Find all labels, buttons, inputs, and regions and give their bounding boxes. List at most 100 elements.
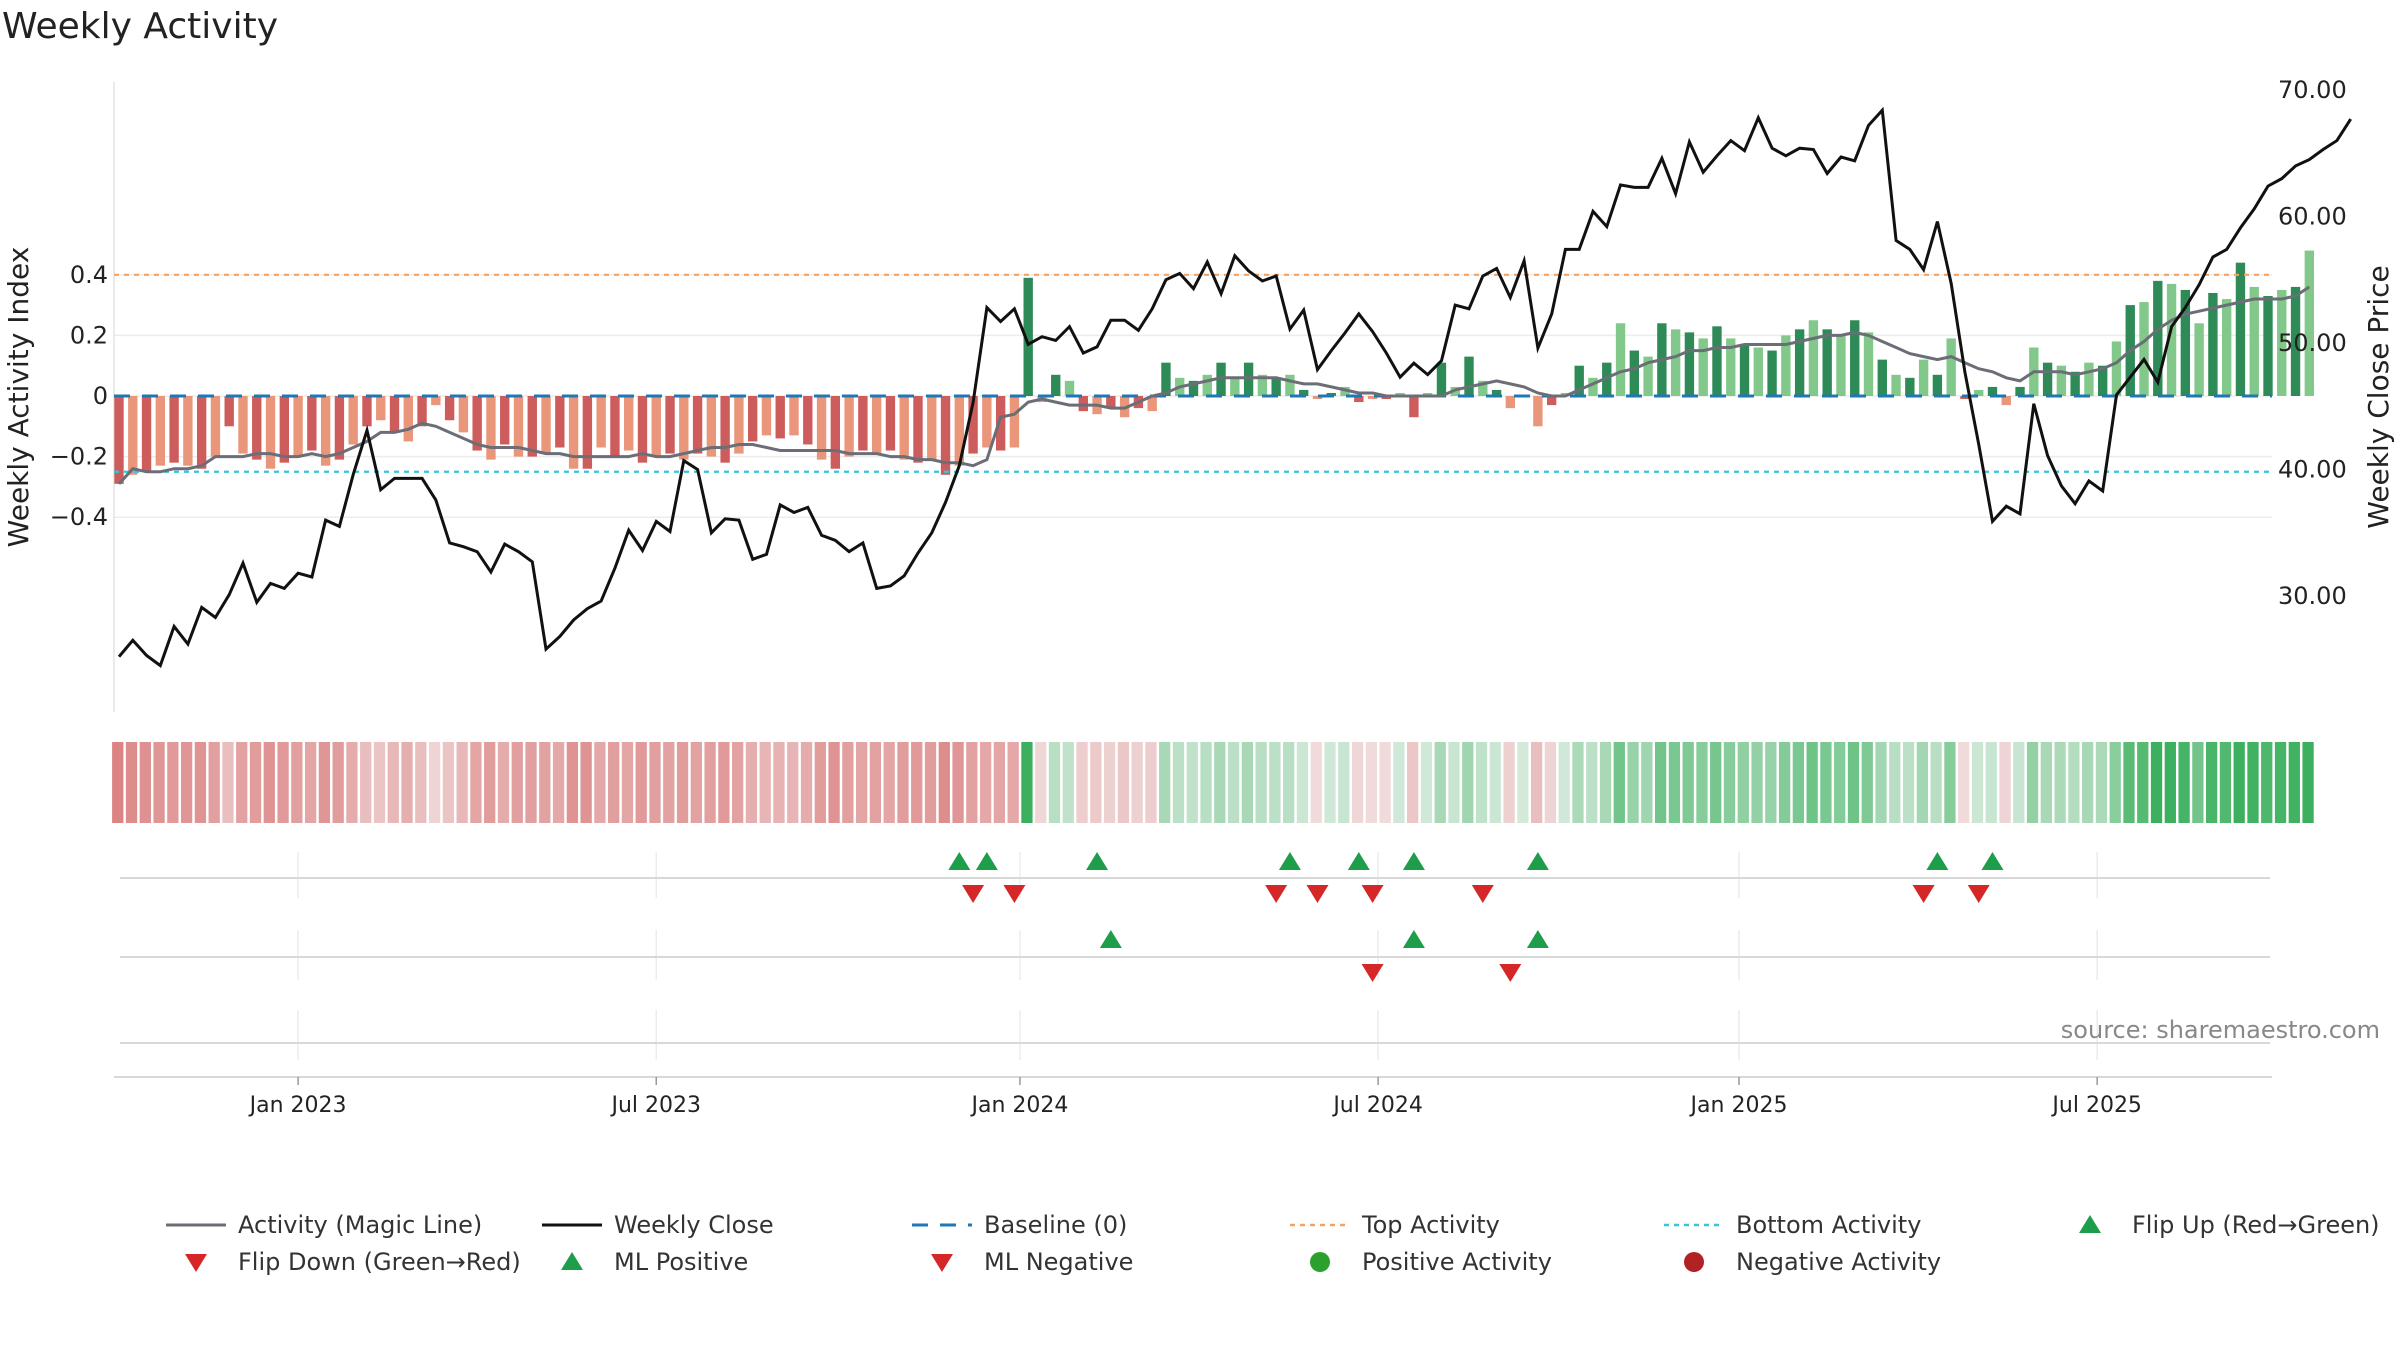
heat-cell <box>1462 742 1474 823</box>
heat-cell <box>2137 742 2149 823</box>
heat-cell <box>1379 742 1391 823</box>
heat-cell <box>1999 742 2011 823</box>
heat-cell <box>153 742 165 823</box>
activity-bar <box>486 396 496 460</box>
activity-bar <box>2290 286 2301 396</box>
activity-bar <box>1974 389 1984 396</box>
flip-up-marker <box>1402 852 1425 870</box>
activity-bar <box>1877 359 1887 396</box>
flip-down-marker <box>1265 885 1288 903</box>
heat-cell <box>1544 742 1557 823</box>
ml-negative-marker <box>1499 964 1522 982</box>
heat-cell <box>828 742 840 823</box>
heat-cell <box>291 742 303 823</box>
heat-cell <box>635 742 647 823</box>
activity-bar <box>2194 323 2204 396</box>
activity-bar <box>665 396 675 454</box>
flip-up-marker <box>975 852 998 870</box>
activity-bar <box>1299 389 1309 396</box>
heat-cell <box>525 742 537 823</box>
activity-bar <box>913 396 923 463</box>
activity-bar <box>114 396 124 484</box>
activity-bar <box>954 396 964 466</box>
heat-cell <box>1613 742 1625 823</box>
heat-cell <box>1889 742 1901 823</box>
heat-cell <box>855 742 868 823</box>
activity-bar <box>1106 396 1116 409</box>
heat-cell <box>332 742 344 823</box>
y2-axis-label: Weekly Close Price <box>2362 265 2395 528</box>
activity-bar <box>1588 377 1598 396</box>
heat-cell <box>552 742 565 823</box>
activity-bar <box>1574 365 1584 396</box>
flip-up-marker <box>1347 852 1370 870</box>
heat-cell <box>1489 742 1501 823</box>
heat-cell <box>1792 742 1805 823</box>
activity-bar <box>1257 374 1268 396</box>
flip-up-marker <box>1278 852 1301 870</box>
heat-cell <box>1847 742 1860 823</box>
heat-cell <box>1310 742 1322 823</box>
activity-bar <box>844 396 854 457</box>
x-tick-label: Jan 2025 <box>1689 1093 1788 1118</box>
activity-bar <box>2098 365 2108 396</box>
activity-bar <box>1753 347 1763 396</box>
y2-tick-label: 40.00 <box>2278 456 2347 484</box>
heat-cell <box>2068 742 2080 823</box>
activity-bar <box>692 396 703 454</box>
activity-bar <box>513 396 524 457</box>
heat-cell <box>1200 742 1212 823</box>
activity-bar <box>1987 386 1998 396</box>
heat-cell <box>1723 742 1736 823</box>
heat-cell <box>387 742 399 823</box>
activity-bar <box>472 396 482 451</box>
heat-cell <box>2274 742 2287 823</box>
activity-bar <box>362 396 372 427</box>
heat-cell <box>1682 742 1694 823</box>
activity-bar <box>1932 374 1943 396</box>
heat-cell <box>277 742 289 823</box>
heat-cell <box>2013 742 2025 823</box>
legend-swatch-ml-positive <box>561 1252 583 1270</box>
activity-bar <box>1147 396 1157 412</box>
heat-cell <box>1627 742 1639 823</box>
activity-heat-strip <box>112 742 2314 823</box>
heat-cell <box>608 742 620 823</box>
legend-label: Bottom Activity <box>1736 1211 1921 1239</box>
heat-cell <box>1393 742 1405 823</box>
heat-cell <box>415 742 427 823</box>
activity-bar <box>1381 396 1392 400</box>
ml-positive-marker <box>1402 930 1425 948</box>
activity-bar <box>348 396 358 445</box>
activity-bar <box>1822 329 1832 396</box>
activity-bar <box>2042 362 2053 396</box>
heat-cell <box>800 742 813 823</box>
heat-cell <box>897 742 909 823</box>
y-axis-label: Weekly Activity Index <box>2 247 35 548</box>
activity-bar <box>1533 396 1543 427</box>
heat-cell <box>1971 742 1984 823</box>
heat-cell <box>456 742 468 823</box>
activity-bar <box>1698 338 1708 396</box>
chart-title: Weekly Activity <box>2 6 278 47</box>
legend-label: Negative Activity <box>1736 1248 1941 1276</box>
activity-bar <box>1064 380 1075 396</box>
activity-bar <box>1367 396 1378 400</box>
ml-positive-marker <box>1526 930 1549 948</box>
heat-cell <box>360 742 372 823</box>
heat-cell <box>346 742 358 823</box>
activity-bar <box>982 396 992 448</box>
heat-cell <box>1641 742 1653 823</box>
legend-label: Top Activity <box>1361 1211 1500 1239</box>
heat-cell <box>2164 742 2176 823</box>
flip-down-marker <box>1003 885 1026 903</box>
ml-negative-marker <box>1361 964 1384 982</box>
ml-positive-marker <box>1099 930 1122 948</box>
activity-bar <box>1808 320 1819 396</box>
activity-bar <box>761 396 772 436</box>
signal-markers <box>948 852 2004 982</box>
heat-cell <box>2150 742 2163 823</box>
activity-bar <box>2015 386 2025 396</box>
magic-line-series <box>117 285 2311 485</box>
activity-bar <box>1409 396 1419 418</box>
